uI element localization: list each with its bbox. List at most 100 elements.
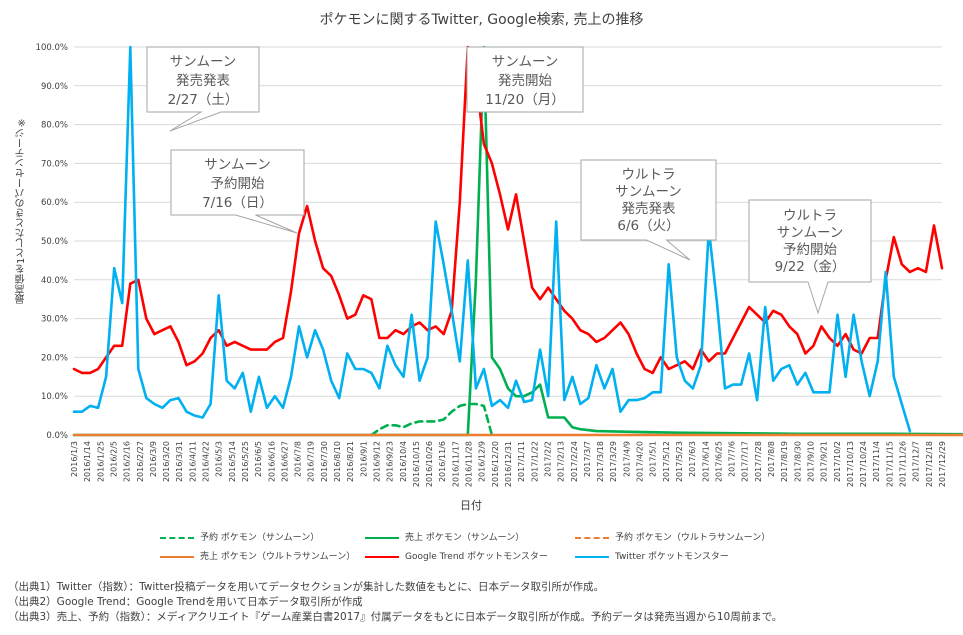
- x-tick-label: 2016/8/10: [333, 441, 342, 482]
- x-tick-label: 2017/11/15: [885, 441, 894, 487]
- annotation-box: [748, 199, 872, 315]
- x-tick-label: 2017/1/22: [530, 441, 539, 482]
- x-tick-label: 2017/10/24: [859, 441, 868, 487]
- legend-item-reserve-usm: 予約 ポケモン（ウルトラサンムーン）: [575, 530, 770, 543]
- x-tick-label: 2016/5/3: [215, 441, 224, 477]
- x-tick-label: 2017/11/26: [899, 441, 908, 487]
- x-tick-label: 2017/9/21: [820, 441, 829, 482]
- legend-swatch: [160, 536, 194, 539]
- annotation-text: サンムーン: [615, 184, 682, 200]
- chart-area: ポケモンに関するTwitter, Google検索, 売上の推移 最高値を1とし…: [16, 12, 963, 562]
- x-tick-label: 2017/5/23: [675, 441, 684, 482]
- x-tick-label: 2017/3/18: [596, 441, 605, 482]
- legend-label: 予約 ポケモン（サンムーン）: [200, 533, 320, 543]
- x-tick-label: 2017/4/20: [636, 441, 645, 482]
- annotation-text: 7/16（日）: [202, 195, 273, 211]
- legend-swatch: [575, 555, 609, 558]
- annotation-text: 発売開始: [498, 73, 552, 89]
- legend-swatch: [160, 555, 194, 558]
- y-tick-label: 10.0%: [41, 392, 68, 402]
- x-tick-label: 2016/3/31: [175, 441, 184, 482]
- legend-label: Twitter ポケットモンスター: [615, 552, 729, 562]
- y-tick-label: 70.0%: [41, 159, 68, 169]
- y-tick-label: 60.0%: [41, 198, 68, 208]
- x-tick-label: 2016/4/22: [202, 441, 211, 482]
- x-tick-label: 2016/3/9: [149, 441, 158, 477]
- x-tick-label: 2017/8/19: [780, 441, 789, 482]
- x-tick-label: 2017/2/24: [570, 441, 579, 482]
- legend-label: 予約 ポケモン（ウルトラサンムーン）: [615, 533, 771, 543]
- x-tick-label: 2016/2/27: [136, 441, 145, 482]
- y-tick-label: 50.0%: [41, 237, 68, 247]
- x-tick-label: 2016/4/11: [188, 441, 197, 482]
- x-tick-label: 2016/7/19: [307, 441, 316, 482]
- annotation-box: [170, 149, 305, 234]
- x-tick-label: 2016/7/8: [294, 441, 303, 477]
- annotation-text: 発売発表: [176, 73, 230, 89]
- x-tick-label: 2016/5/14: [228, 441, 237, 482]
- legend-item-google: Google Trend ポケットモンスター: [365, 549, 548, 562]
- source-3: （出典3）売上、予約（指数）：メディアクリエイト『ゲーム産業白書2017』付属デ…: [8, 611, 783, 623]
- annotation-text: ウルトラ: [622, 167, 676, 183]
- x-tick-label: 2016/1/25: [96, 441, 105, 482]
- x-tick-label: 2017/8/30: [793, 441, 802, 482]
- x-tick-label: 2016/12/9: [478, 441, 487, 482]
- x-tick-label: 2016/2/5: [109, 441, 118, 477]
- x-tick-label: 2016/3/20: [162, 441, 171, 482]
- x-tick-label: 2016/1/3: [70, 441, 79, 477]
- x-tick-label: 2016/7/30: [320, 441, 329, 482]
- x-tick-label: 2017/11/4: [872, 441, 881, 482]
- x-tick-label: 2017/7/28: [754, 441, 763, 482]
- x-tick-label: 2016/11/28: [465, 441, 474, 487]
- x-tick-label: 2017/6/14: [701, 441, 710, 482]
- x-tick-label: 2016/10/15: [412, 441, 421, 487]
- annotation-text: 6/6（火）: [617, 218, 679, 234]
- series-line-0: [370, 402, 494, 437]
- annotation-text: サンムーン: [204, 157, 271, 173]
- x-tick-label: 2017/3/7: [583, 441, 592, 477]
- x-tick-label: 2016/8/21: [346, 441, 355, 482]
- chart-title: ポケモンに関するTwitter, Google検索, 売上の推移: [319, 12, 644, 28]
- source-2: （出典2）Google Trend：Google Trendを用いて日本データ取…: [8, 596, 363, 608]
- x-tick-label: 2016/11/17: [451, 441, 460, 487]
- annotation-box: [580, 159, 717, 261]
- x-tick-label: 2017/10/13: [846, 441, 855, 487]
- series-line-5: [72, 45, 912, 433]
- legend-label: 売上 ポケモン（サンムーン）: [405, 533, 525, 543]
- x-tick-label: 2016/2/16: [123, 441, 132, 482]
- y-tick-label: 80.0%: [41, 121, 68, 131]
- annotation-text: 予約開始: [783, 242, 837, 258]
- x-tick-label: 2017/10/2: [833, 441, 842, 482]
- legend-swatch: [575, 536, 609, 539]
- annotation-box: [466, 46, 584, 113]
- x-tick-label: 2016/9/12: [372, 441, 381, 482]
- legend-label: 売上 ポケモン（ウルトラサンムーン）: [200, 552, 356, 562]
- x-tick-label: 2017/5/12: [662, 441, 671, 482]
- y-tick-label: 90.0%: [41, 82, 68, 92]
- x-tick-label: 2016/12/20: [491, 441, 500, 487]
- legend-item-sales-usm: 売上 ポケモン（ウルトラサンムーン）: [160, 549, 355, 562]
- annotation-text: サンムーン: [170, 54, 237, 70]
- annotation-text: 予約開始: [211, 176, 265, 192]
- y-tick-label: 30.0%: [41, 315, 68, 325]
- x-tick-label: 2016/12/31: [504, 441, 513, 487]
- x-tick-label: 2016/5/25: [241, 441, 250, 482]
- x-tick-label: 2017/4/9: [622, 441, 631, 477]
- annotation-text: 9/22（金）: [775, 259, 846, 275]
- x-tick-label: 2017/3/29: [609, 441, 618, 482]
- source-1: （出典1）Twitter（指数）：Twitter投稿データを用いてデータセクショ…: [8, 581, 604, 593]
- x-tick-label: 2016/10/26: [425, 441, 434, 487]
- legend-label: Google Trend ポケットモンスター: [405, 552, 548, 562]
- x-tick-label: 2017/6/25: [714, 441, 723, 482]
- x-tick-label: 2017/5/1: [649, 441, 658, 477]
- x-tick-label: 2017/12/7: [912, 441, 921, 482]
- legend-swatch: [365, 555, 399, 558]
- y-tick-label: 20.0%: [41, 353, 68, 363]
- x-tick-label: 2016/6/16: [267, 441, 276, 482]
- x-tick-label: 2017/2/2: [543, 441, 552, 477]
- x-tick-label: 2017/1/11: [517, 441, 526, 482]
- x-tick-label: 2017/12/29: [938, 441, 947, 487]
- x-tick-label: 2016/11/6: [438, 441, 447, 482]
- annotation-box: [146, 46, 260, 132]
- annotation-text: 2/27（土）: [168, 92, 239, 108]
